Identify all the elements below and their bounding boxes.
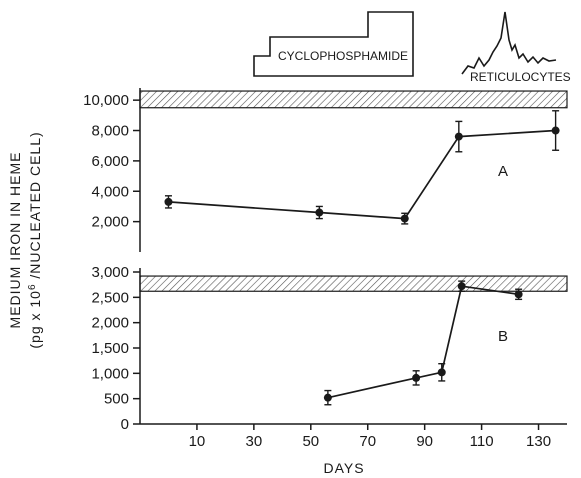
- panel-b: 0 500 1,000 1,500 2,000 2,500 3,000 B: [91, 264, 568, 433]
- x-tick-label: 30: [246, 433, 263, 450]
- panel-a: 2,000 4,000 6,000 8,000 10,000 A: [83, 88, 568, 252]
- data-point: [323, 393, 332, 402]
- y-axis-title: MEDIUM IRON IN HEME (pg x 106 /NUCLEATED…: [7, 131, 43, 348]
- y-tick-label: 2,000: [91, 315, 129, 332]
- y-tick-label: 6,000: [91, 153, 129, 170]
- x-tick-label: 70: [359, 433, 376, 450]
- y-tick-label: 1,000: [91, 365, 129, 382]
- reticulocytes-curve: [461, 11, 557, 75]
- data-point: [454, 132, 463, 141]
- y-axis-title-line2: (pg x 106 /NUCLEATED CELL): [27, 131, 43, 348]
- x-tick-label: 90: [416, 433, 433, 450]
- x-tick-label: 10: [189, 433, 206, 450]
- data-point: [400, 214, 409, 223]
- cyclophosphamide-label: CYCLOPHOSPHAMIDE: [278, 49, 408, 63]
- data-point: [514, 290, 523, 299]
- y-tick-label: 500: [104, 391, 129, 408]
- data-point: [457, 282, 466, 291]
- data-point: [315, 208, 324, 217]
- data-point: [412, 373, 421, 382]
- y-tick-label: 10,000: [83, 92, 129, 109]
- reference-band: [139, 90, 568, 109]
- x-tick-label: 130: [526, 433, 551, 450]
- y-tick-label: 2,000: [91, 214, 129, 231]
- data-point: [551, 126, 560, 135]
- panel-label: B: [498, 328, 508, 345]
- y-tick-label: 4,000: [91, 183, 129, 200]
- series-line: [327, 285, 519, 399]
- y-tick-label: 0: [121, 416, 129, 433]
- x-axis: 10 30 50 70 90 110 130: [140, 423, 567, 450]
- x-axis-title: DAYS: [323, 460, 364, 476]
- panel-label: A: [498, 163, 508, 180]
- reticulocytes-label: RETICULOCYTES: [470, 70, 571, 84]
- data-point: [164, 197, 173, 206]
- y-tick-label: 1,500: [91, 340, 129, 357]
- cyclophosphamide-dose-outline: [253, 11, 414, 77]
- x-tick-label: 110: [470, 433, 494, 450]
- cyclophosphamide-legend: CYCLOPHOSPHAMIDE: [253, 11, 414, 77]
- reticulocytes-legend: RETICULOCYTES: [461, 11, 571, 84]
- y-tick-label: 3,000: [91, 264, 129, 281]
- data-point: [437, 368, 446, 377]
- y-axis-title-line1: MEDIUM IRON IN HEME: [7, 152, 23, 329]
- x-tick-label: 50: [302, 433, 319, 450]
- reference-band: [139, 275, 568, 292]
- y-tick-label: 2,500: [91, 289, 129, 306]
- y-tick-label: 8,000: [91, 123, 129, 140]
